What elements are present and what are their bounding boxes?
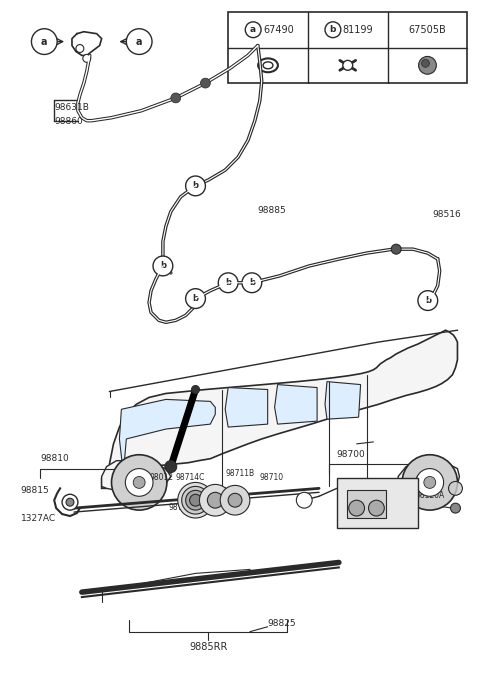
Text: 98700: 98700 <box>337 450 366 459</box>
Text: 98726A: 98726A <box>169 503 198 512</box>
Circle shape <box>369 500 384 516</box>
Circle shape <box>192 385 200 394</box>
Text: b: b <box>192 181 199 190</box>
Text: b: b <box>160 261 166 270</box>
Text: 98815: 98815 <box>21 487 49 496</box>
Circle shape <box>182 487 209 514</box>
Circle shape <box>186 176 205 196</box>
Text: 98717: 98717 <box>416 475 443 484</box>
Circle shape <box>200 484 231 516</box>
Bar <box>337 478 418 528</box>
Text: b: b <box>425 296 431 305</box>
Circle shape <box>325 22 341 38</box>
Text: 98860: 98860 <box>54 116 83 125</box>
Polygon shape <box>325 382 360 419</box>
Circle shape <box>349 500 364 516</box>
Circle shape <box>190 494 202 506</box>
Text: 98711B: 98711B <box>225 470 254 478</box>
Text: 98885: 98885 <box>258 206 287 215</box>
Bar <box>347 490 386 518</box>
Text: 98631B: 98631B <box>54 103 89 112</box>
Text: 98516: 98516 <box>433 210 461 219</box>
Text: 1327AC: 1327AC <box>21 514 56 523</box>
Circle shape <box>133 477 145 489</box>
Circle shape <box>76 45 84 52</box>
Text: a: a <box>250 25 256 34</box>
Text: a: a <box>41 37 48 47</box>
Polygon shape <box>120 399 216 473</box>
Polygon shape <box>102 330 457 489</box>
Circle shape <box>83 54 91 62</box>
Circle shape <box>343 61 353 70</box>
Text: 67490: 67490 <box>263 24 294 35</box>
Text: b: b <box>225 278 231 287</box>
Circle shape <box>178 482 213 518</box>
Circle shape <box>391 244 401 254</box>
Circle shape <box>32 29 57 54</box>
Circle shape <box>207 492 223 508</box>
Circle shape <box>416 468 444 496</box>
Text: 98012: 98012 <box>149 473 173 482</box>
Circle shape <box>451 503 460 513</box>
Text: b: b <box>330 25 336 34</box>
Circle shape <box>220 485 250 515</box>
Circle shape <box>448 482 462 496</box>
Text: b: b <box>192 294 199 303</box>
Text: 98714C: 98714C <box>176 473 205 482</box>
Circle shape <box>62 494 78 510</box>
Circle shape <box>66 498 74 506</box>
Text: b: b <box>249 278 255 287</box>
Text: 9885RR: 9885RR <box>189 641 228 652</box>
Polygon shape <box>398 461 459 490</box>
Circle shape <box>421 59 430 68</box>
Circle shape <box>111 454 167 510</box>
Circle shape <box>418 291 438 310</box>
Circle shape <box>218 273 238 293</box>
Text: 98713B: 98713B <box>199 487 228 496</box>
Text: 98825: 98825 <box>268 619 296 628</box>
Polygon shape <box>275 385 317 424</box>
Circle shape <box>126 29 152 54</box>
Circle shape <box>186 289 205 309</box>
Circle shape <box>125 468 153 496</box>
Circle shape <box>419 56 436 74</box>
Text: a: a <box>136 37 143 47</box>
Text: 67505B: 67505B <box>408 24 446 35</box>
Circle shape <box>245 22 261 38</box>
Ellipse shape <box>263 62 273 69</box>
Text: 98810: 98810 <box>40 454 69 463</box>
Circle shape <box>153 256 173 276</box>
Bar <box>228 12 468 83</box>
Circle shape <box>228 493 242 507</box>
Text: 98120A: 98120A <box>416 491 445 500</box>
Polygon shape <box>225 388 268 427</box>
Circle shape <box>186 490 205 510</box>
Circle shape <box>296 492 312 508</box>
Circle shape <box>171 93 180 103</box>
Circle shape <box>402 454 457 510</box>
Circle shape <box>242 273 262 293</box>
Text: 98710: 98710 <box>260 473 284 482</box>
Circle shape <box>424 477 436 489</box>
Circle shape <box>201 78 210 88</box>
Text: 81199: 81199 <box>343 24 373 35</box>
Polygon shape <box>102 461 171 490</box>
Circle shape <box>165 461 177 473</box>
